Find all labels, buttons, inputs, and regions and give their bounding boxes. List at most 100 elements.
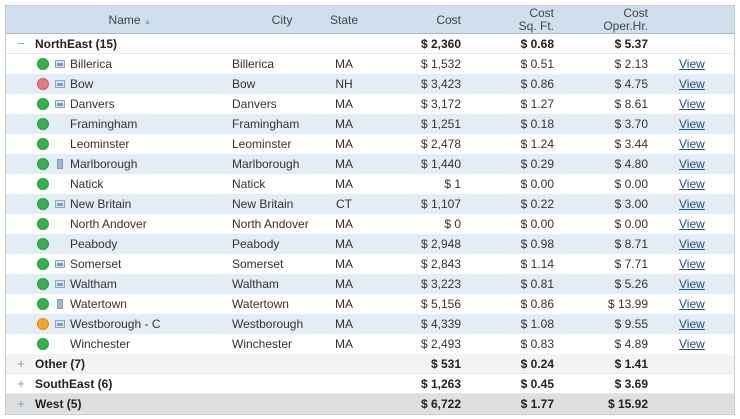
group-label: West (5) bbox=[35, 397, 82, 411]
city-cell: Waltham bbox=[232, 277, 279, 291]
status-green-icon bbox=[37, 298, 49, 310]
table-row[interactable]: Peabody Peabody MA $ 2,948 $ 0.98 $ 8.71 View bbox=[6, 234, 734, 254]
document-icon[interactable] bbox=[57, 299, 63, 309]
status-green-icon bbox=[37, 338, 49, 350]
name-cell: Peabody bbox=[70, 237, 118, 251]
table-row[interactable]: Winchester Winchester MA $ 2,493 $ 0.83 $ 4.8… bbox=[6, 334, 734, 354]
state-cell: MA bbox=[335, 257, 353, 271]
city-cell: Leominster bbox=[232, 137, 292, 151]
table-row[interactable]: Billerica Billerica MA $ 1,532 $ 0.51 $ 2.13 V… bbox=[6, 54, 734, 74]
city-cell: Westborough bbox=[232, 317, 304, 331]
state-cell: NH bbox=[335, 77, 353, 91]
view-link[interactable]: View bbox=[679, 157, 705, 171]
cost-cell: $ 1,532 bbox=[420, 57, 461, 71]
group-row-west[interactable]: + West (5) $ 6,722 $ 1.77 $ 15.92 bbox=[6, 394, 734, 414]
table-row[interactable]: Danvers Danvers MA $ 3,172 $ 1.27 $ 8.61 View bbox=[6, 94, 734, 114]
status-green-icon bbox=[37, 198, 49, 210]
view-link[interactable]: View bbox=[679, 337, 705, 351]
city-cell: North Andover bbox=[232, 217, 309, 231]
cost-sqft-cell: $ 0.22 bbox=[520, 197, 554, 211]
image-icon[interactable] bbox=[55, 280, 65, 288]
table-row[interactable]: Waltham Waltham MA $ 3,223 $ 0.81 $ 5.26 View bbox=[6, 274, 734, 294]
view-link[interactable]: View bbox=[679, 57, 705, 71]
status-green-icon bbox=[37, 278, 49, 290]
image-icon[interactable] bbox=[55, 60, 65, 68]
table-row[interactable]: Watertown Watertown MA $ 5,156 $ 0.86 $ 13.99… bbox=[6, 294, 734, 314]
name-cell: Framingham bbox=[70, 117, 138, 131]
expand-icon[interactable]: + bbox=[17, 396, 25, 411]
column-header-city[interactable]: City bbox=[271, 13, 293, 27]
table-row[interactable]: Westborough - C Westborough MA $ 4,339 $ 1.0… bbox=[6, 314, 734, 334]
group-cost: $ 2,360 bbox=[420, 37, 461, 51]
cost-sqft-cell: $ 0.51 bbox=[520, 57, 554, 71]
cost-oper-cell: $ 2.13 bbox=[614, 57, 648, 71]
view-link[interactable]: View bbox=[679, 237, 705, 251]
group-cost: $ 1,263 bbox=[420, 377, 461, 391]
status-orange-icon bbox=[37, 318, 49, 330]
view-link[interactable]: View bbox=[679, 177, 705, 191]
view-link[interactable]: View bbox=[679, 77, 705, 91]
cost-sqft-cell: $ 1.08 bbox=[520, 317, 554, 331]
table-row[interactable]: New Britain New Britain CT $ 1,107 $ 0.22 $ 3… bbox=[6, 194, 734, 214]
table-row[interactable]: Leominster Leominster MA $ 2,478 $ 1.24 $ 3.4… bbox=[6, 134, 734, 154]
view-link[interactable]: View bbox=[679, 97, 705, 111]
name-cell: Marlborough bbox=[70, 157, 138, 171]
view-link[interactable]: View bbox=[679, 317, 705, 331]
table-row[interactable]: Bow Bow NH $ 3,423 $ 0.86 $ 4.75 View bbox=[6, 74, 734, 94]
column-header-cost-oper[interactable]: Cost Oper.Hr. bbox=[586, 6, 648, 34]
column-header-cost-oper-line2: Oper.Hr. bbox=[603, 19, 648, 33]
cost-sqft-cell: $ 0.83 bbox=[520, 337, 554, 351]
name-cell: Somerset bbox=[70, 257, 122, 271]
city-cell: Danvers bbox=[232, 97, 277, 111]
group-row-southeast[interactable]: + SouthEast (6) $ 1,263 $ 0.45 $ 3.69 bbox=[6, 374, 734, 394]
column-header-cost-sqft[interactable]: Cost Sq. Ft. bbox=[486, 6, 554, 34]
view-link[interactable]: View bbox=[679, 137, 705, 151]
view-link[interactable]: View bbox=[679, 277, 705, 291]
group-label: SouthEast (6) bbox=[35, 377, 113, 391]
view-link[interactable]: View bbox=[679, 257, 705, 271]
table-row[interactable]: Somerset Somerset MA $ 2,843 $ 1.14 $ 7.71 Vie… bbox=[6, 254, 734, 274]
status-green-icon bbox=[37, 258, 49, 270]
group-cost-oper: $ 15.92 bbox=[607, 397, 648, 411]
name-cell: Bow bbox=[70, 77, 94, 91]
cost-sqft-cell: $ 1.27 bbox=[520, 97, 554, 111]
table-row[interactable]: Natick Natick MA $ 1 $ 0.00 $ 0.00 View bbox=[6, 174, 734, 194]
document-icon[interactable] bbox=[57, 159, 63, 169]
image-icon[interactable] bbox=[55, 80, 65, 88]
state-cell: MA bbox=[335, 237, 353, 251]
expand-icon[interactable]: + bbox=[17, 356, 25, 371]
table-row[interactable]: North Andover North Andover MA $ 0 $ 0.00 $ 0… bbox=[6, 214, 734, 234]
city-cell: Marlborough bbox=[232, 157, 300, 171]
view-link[interactable]: View bbox=[679, 217, 705, 231]
group-cost-oper: $ 3.69 bbox=[614, 377, 648, 391]
image-icon[interactable] bbox=[55, 200, 65, 208]
city-cell: Winchester bbox=[232, 337, 293, 351]
group-cost: $ 531 bbox=[430, 357, 461, 371]
view-link[interactable]: View bbox=[679, 297, 705, 311]
name-cell: Watertown bbox=[70, 297, 127, 311]
column-header-name[interactable]: Name ▲ bbox=[30, 6, 230, 34]
view-link[interactable]: View bbox=[679, 117, 705, 131]
image-icon[interactable] bbox=[55, 100, 65, 108]
cost-oper-cell: $ 3.00 bbox=[614, 197, 648, 211]
cost-sqft-cell: $ 0.00 bbox=[520, 217, 554, 231]
column-header-cost[interactable]: Cost bbox=[436, 13, 461, 27]
cost-sqft-cell: $ 0.86 bbox=[520, 297, 554, 311]
expand-icon[interactable]: + bbox=[17, 376, 25, 391]
cost-cell: $ 1,440 bbox=[420, 157, 461, 171]
view-link[interactable]: View bbox=[679, 197, 705, 211]
image-icon[interactable] bbox=[55, 260, 65, 268]
table-row[interactable]: Marlborough Marlborough MA $ 1,440 $ 0.29 $ 4… bbox=[6, 154, 734, 174]
collapse-icon[interactable]: − bbox=[17, 36, 25, 51]
cost-sqft-cell: $ 1.24 bbox=[520, 137, 554, 151]
group-row-other[interactable]: + Other (7) $ 531 $ 0.24 $ 1.41 bbox=[6, 354, 734, 374]
column-header-state[interactable]: State bbox=[329, 13, 359, 27]
status-green-icon bbox=[37, 98, 49, 110]
city-cell: Billerica bbox=[232, 57, 275, 71]
name-cell: Natick bbox=[70, 177, 104, 191]
image-icon[interactable] bbox=[55, 320, 65, 328]
group-row-northeast[interactable]: − NorthEast (15) $ 2,360 $ 0.68 $ 5.37 bbox=[6, 34, 734, 54]
table-row[interactable]: Framingham Framingham MA $ 1,251 $ 0.18 $ 3.7… bbox=[6, 114, 734, 134]
status-green-icon bbox=[37, 218, 49, 230]
cost-oper-cell: $ 3.44 bbox=[614, 137, 648, 151]
